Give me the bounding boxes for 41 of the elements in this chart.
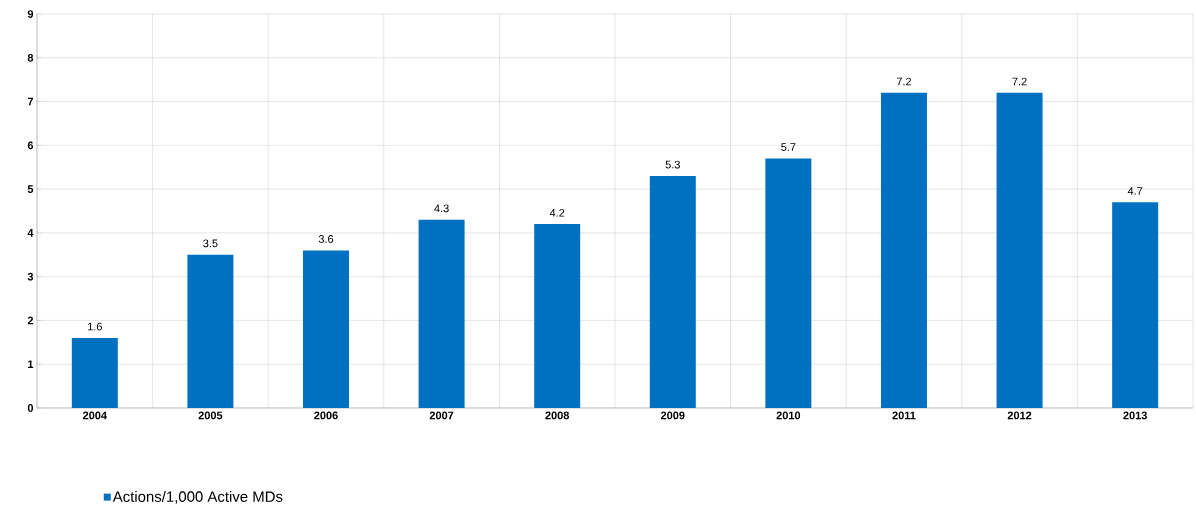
x-tick-label: 2011 (892, 411, 916, 420)
x-tick-label: 2008 (545, 411, 570, 420)
x-tick-label: 2013 (1123, 411, 1147, 420)
bar (303, 250, 349, 408)
bar (765, 158, 812, 408)
y-tick-label: 3 (27, 272, 34, 281)
bar (996, 92, 1043, 408)
bar (1112, 202, 1159, 408)
y-tick-label: 0 (27, 404, 34, 412)
y-tick-label: 1 (28, 360, 34, 368)
data-label: 4.2 (549, 208, 565, 217)
y-tick-label: 8 (27, 53, 34, 62)
y-tick-label: 5 (27, 185, 34, 193)
data-label: 3.6 (318, 235, 334, 243)
legend-label: Actions/1,000 Active MDs (112, 490, 283, 504)
y-tick-label: 9 (27, 10, 34, 18)
bar (71, 337, 118, 408)
y-tick-label: 2 (27, 316, 34, 325)
data-label: 5.3 (665, 160, 680, 169)
data-label: 4.7 (1127, 187, 1143, 195)
bar (418, 219, 465, 408)
data-label: 4.3 (434, 204, 449, 213)
y-tick-label: 6 (27, 141, 34, 150)
data-label: 5.7 (781, 143, 796, 151)
x-tick-label: 2010 (776, 411, 801, 420)
x-tick-label: 2004 (82, 411, 107, 420)
y-tick-label: 4 (27, 229, 34, 237)
bar (534, 224, 581, 408)
x-tick-label: 2005 (198, 411, 223, 420)
x-tick-label: 2012 (1007, 411, 1032, 420)
x-tick-label: 2006 (314, 411, 338, 420)
data-label: 1.6 (88, 322, 102, 331)
bar (880, 92, 927, 408)
bar (649, 175, 696, 408)
x-tick-label: 2007 (429, 411, 454, 420)
bar (187, 254, 234, 408)
data-label: 7.2 (896, 77, 912, 86)
data-label: 3.5 (203, 239, 218, 248)
data-label: 7.2 (1012, 77, 1027, 86)
x-tick-label: 2009 (660, 411, 685, 420)
y-tick-label: 7 (27, 97, 34, 106)
